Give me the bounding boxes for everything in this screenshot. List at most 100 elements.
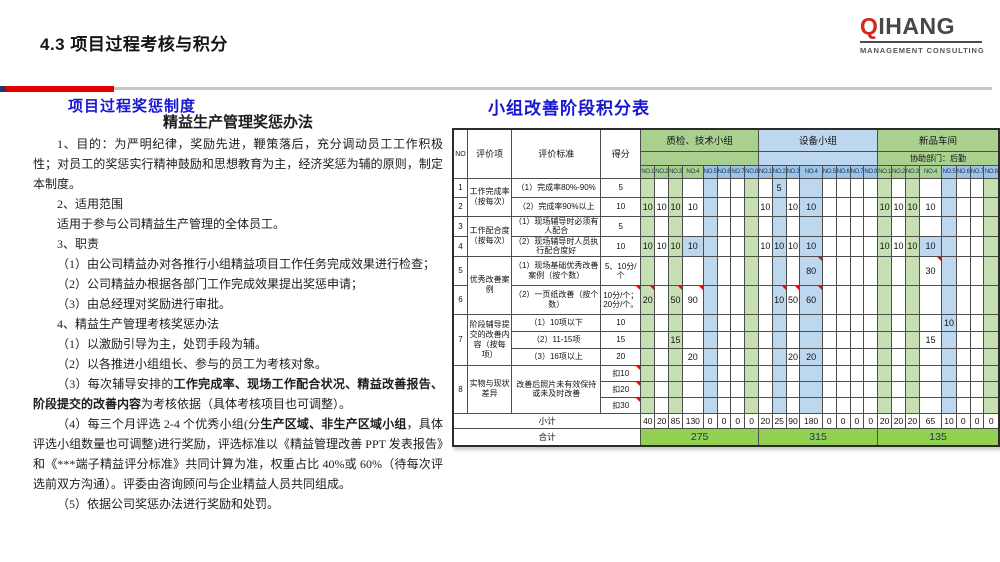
value-cell: 10 [918,196,943,217]
value-cell: 10 [877,196,893,217]
value-cell [640,380,656,398]
subcol-header: NO.6 [835,164,851,179]
divider-red-segment [6,86,114,92]
value-cell [799,177,823,198]
value-cell [983,396,1000,414]
value-cell: 10 [799,196,823,217]
value-cell: 5 [771,177,787,198]
subcol-header: NO.2 [891,164,906,179]
value-cell [918,215,943,237]
value-cell [877,347,893,366]
value-cell [863,255,879,286]
value-cell [849,196,865,217]
value-cell: 10 [654,196,670,217]
company-logo: QIHANG MANAGEMENT CONSULTING [860,15,990,55]
value-cell [716,235,732,257]
value-cell [744,235,759,257]
value-cell: 10 [799,235,823,257]
subtotal-value: 20 [904,412,920,429]
value-cell [757,364,773,382]
value-cell: 30 [918,255,943,286]
logo-wordmark: QIHANG [860,15,990,38]
subcol-header: NO.7 [969,164,985,179]
doc-paragraph: （2）以各推进小组组长、参与的员工为考核对象。 [57,357,328,371]
value-cell [863,347,879,366]
value-cell [877,380,893,398]
value-cell [785,364,801,382]
value-cell [983,235,1000,257]
subtotal-value: 20 [654,412,670,429]
divider-gray-line [114,87,992,90]
score-table: NO 评价项 评价标准 得分 质检、技术小组 设备小组 新品车间 协助部门：后勤 NO.1 NO.… [452,128,1000,448]
value-cell [730,196,746,217]
value-cell: 10 [654,235,670,257]
value-cell [969,196,985,217]
subtotal-value: 0 [716,412,732,429]
value-cell [835,255,851,286]
value-cell [702,284,718,315]
value-cell [654,347,670,366]
score-cell: 扣10 [600,364,642,382]
value-cell [640,313,656,332]
score-cell: 20 [600,347,642,366]
value-cell [969,347,985,366]
value-cell [955,313,971,332]
value-cell [640,255,656,286]
value-cell [835,380,851,398]
value-cell [716,364,732,382]
value-cell [702,255,718,286]
value-cell [744,284,759,315]
row-number: 6 [452,284,468,315]
value-cell: 10 [891,235,906,257]
value-cell [654,364,670,382]
subcol-header: NO.7 [849,164,865,179]
value-cell [716,196,732,217]
value-cell [730,313,746,332]
value-cell [969,284,985,315]
value-cell [849,347,865,366]
right-section-title: 小组改善阶段积分表 [488,99,650,118]
value-cell [730,396,746,414]
value-cell [821,255,837,286]
value-cell [941,177,957,198]
value-cell [849,396,865,414]
value-cell [835,313,851,332]
subtotal-value: 20 [877,412,893,429]
value-cell [730,380,746,398]
value-cell [821,284,837,315]
value-cell [771,380,787,398]
value-cell [849,235,865,257]
score-cell: 扣20 [600,380,642,398]
row-number: 1 [452,177,468,198]
value-cell [863,313,879,332]
value-cell [863,330,879,349]
criteria-standard: （3）16项以上 [511,347,602,366]
value-cell [904,396,920,414]
value-cell [849,364,865,382]
value-cell [955,364,971,382]
value-cell [744,177,759,198]
value-cell [983,255,1000,286]
value-cell [744,255,759,286]
value-cell: 10 [877,235,893,257]
document-title: 精益生产管理奖惩办法 [162,115,313,131]
value-cell [821,215,837,237]
value-cell [955,396,971,414]
value-cell [702,330,718,349]
value-cell [969,177,985,198]
value-cell [891,364,906,382]
value-cell: 15 [668,330,683,349]
value-cell [668,364,683,382]
subcol-header: NO.8 [744,164,759,179]
value-cell [941,364,957,382]
logo-letters: IHANG [878,13,956,39]
value-cell [983,380,1000,398]
value-cell: 10 [918,235,943,257]
subcol-header: NO.4 [918,164,943,179]
value-cell [744,196,759,217]
value-cell [757,255,773,286]
table-row: （3）16项以上 20 20 20 20 [453,347,1000,366]
value-cell [771,255,787,286]
value-cell [668,177,683,198]
value-cell [877,215,893,237]
